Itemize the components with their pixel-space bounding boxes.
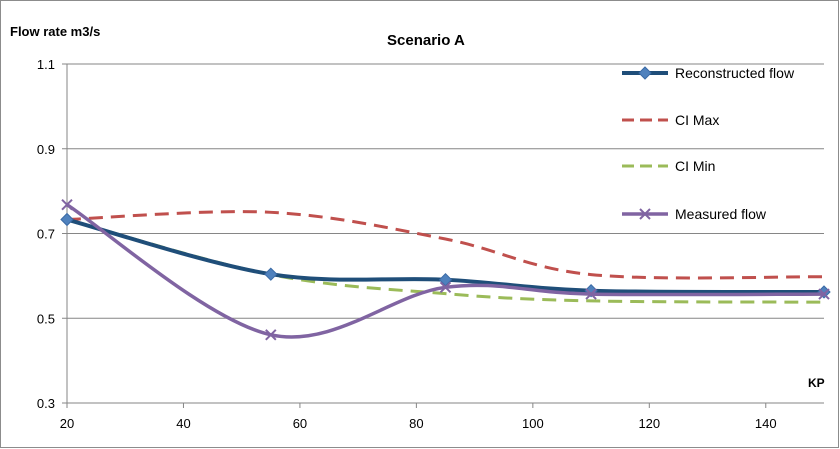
data-point-marker bbox=[264, 267, 278, 281]
data-point-marker bbox=[585, 288, 597, 300]
y-tick-label: 0.5 bbox=[37, 311, 55, 326]
series-lines bbox=[60, 198, 831, 341]
x-axis-label: KP bbox=[808, 376, 825, 390]
series-ci-max bbox=[66, 210, 825, 280]
x-tick-label: 140 bbox=[755, 416, 777, 431]
legend-label: Measured flow bbox=[675, 206, 767, 222]
y-tick-label: 0.9 bbox=[37, 142, 55, 157]
data-point-marker bbox=[60, 212, 74, 227]
y-axis-label: Flow rate m3/s bbox=[10, 24, 100, 39]
legend: Reconstructed flow CI Max CI Min Measured f… bbox=[622, 65, 795, 222]
legend-item: Measured flow bbox=[622, 206, 767, 222]
legend-marker bbox=[638, 66, 652, 80]
gridlines bbox=[67, 63, 824, 319]
data-point-marker bbox=[439, 281, 452, 294]
legend-item: CI Min bbox=[622, 158, 715, 174]
chart-title: Scenario A bbox=[387, 32, 465, 49]
x-tick-label: 20 bbox=[60, 416, 74, 431]
legend-item: Reconstructed flow bbox=[622, 65, 795, 81]
x-tick-label: 40 bbox=[176, 416, 190, 431]
series-line bbox=[66, 210, 825, 280]
data-point-marker bbox=[61, 198, 73, 211]
y-tick-label: 0.3 bbox=[37, 396, 55, 411]
x-tick-label: 60 bbox=[293, 416, 307, 431]
y-tick-label: 0.7 bbox=[37, 227, 55, 242]
legend-label: CI Max bbox=[675, 112, 719, 128]
x-tick-label: 100 bbox=[522, 416, 544, 431]
x-tick-label: 80 bbox=[409, 416, 423, 431]
legend-label: Reconstructed flow bbox=[675, 65, 795, 81]
legend-marker bbox=[639, 208, 651, 220]
series-measured-flow bbox=[61, 198, 830, 341]
axes bbox=[62, 63, 824, 408]
data-point-marker bbox=[818, 288, 830, 300]
x-tick-label: 120 bbox=[638, 416, 660, 431]
series-line bbox=[66, 203, 825, 339]
legend-label: CI Min bbox=[675, 158, 715, 174]
data-point-marker bbox=[265, 329, 277, 341]
y-tick-label: 1.1 bbox=[37, 57, 55, 72]
tick-labels: 1.1 0.9 0.7 0.5 0.3 20 40 60 80 100 120 140 bbox=[37, 57, 777, 431]
data-point-marker bbox=[817, 285, 831, 299]
series-reconstructed-flow bbox=[60, 212, 831, 299]
legend-item: CI Max bbox=[622, 112, 719, 128]
